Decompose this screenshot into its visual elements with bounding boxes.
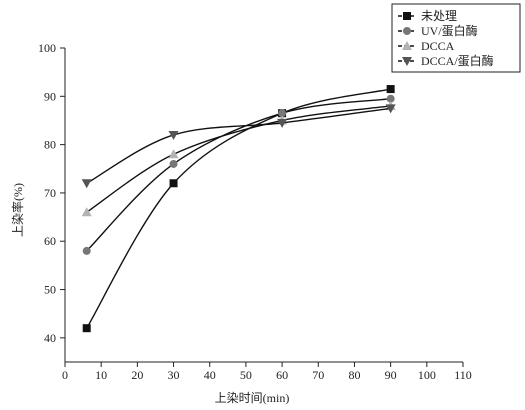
x-tick-label: 60 <box>276 368 288 382</box>
series-layer <box>81 85 396 333</box>
x-tick-label: 90 <box>385 368 397 382</box>
data-point <box>386 85 395 94</box>
x-axis-label: 上染时间(min) <box>215 390 290 405</box>
x-tick-label: 50 <box>240 368 252 382</box>
x-tick-label: 80 <box>348 368 360 382</box>
data-point <box>169 179 178 188</box>
y-tick-label: 60 <box>44 234 56 248</box>
y-tick-label: 90 <box>44 89 56 103</box>
legend-marker <box>403 27 411 35</box>
data-point <box>82 324 91 333</box>
legend-label: UV/蛋白酶 <box>421 23 478 38</box>
series-line <box>86 98 391 252</box>
y-tick-label: 50 <box>44 283 56 297</box>
legend-marker <box>403 12 411 20</box>
x-tick-label: 10 <box>95 368 107 382</box>
x-tick-label: 70 <box>312 368 324 382</box>
legend-item: 未处理 <box>398 9 457 23</box>
legend-item: DCCA/蛋白酶 <box>398 53 494 68</box>
series-3 <box>81 100 396 217</box>
legend-marker <box>402 57 412 66</box>
y-tick-label: 100 <box>38 41 56 55</box>
legend-label: DCCA <box>421 39 455 53</box>
x-tick-label: 30 <box>168 368 180 382</box>
data-point <box>82 246 91 255</box>
x-tick-label: 110 <box>454 368 472 382</box>
data-point <box>168 130 179 140</box>
series-line <box>86 88 391 329</box>
series-2 <box>82 94 395 255</box>
data-point <box>386 94 395 103</box>
series-4 <box>81 104 396 189</box>
data-point <box>168 149 179 159</box>
legend-item: DCCA <box>398 39 455 53</box>
y-tick-label: 40 <box>44 331 56 345</box>
series-line <box>86 107 391 184</box>
legend-item: UV/蛋白酶 <box>398 23 478 38</box>
y-tick-label: 70 <box>44 186 56 200</box>
y-axis-label: 上染率(%) <box>10 183 25 237</box>
data-point <box>385 104 396 114</box>
x-tick-label: 0 <box>62 368 68 382</box>
data-point <box>81 207 92 217</box>
y-tick-label: 80 <box>44 138 56 152</box>
legend-label: 未处理 <box>421 9 457 23</box>
data-point <box>169 159 178 168</box>
series-1 <box>82 85 395 333</box>
x-tick-label: 40 <box>204 368 216 382</box>
series-line <box>86 105 391 213</box>
data-point <box>278 109 287 118</box>
legend-label: DCCA/蛋白酶 <box>421 53 494 68</box>
legend-marker <box>402 41 412 50</box>
axes: 40 50 60 70 80 90 100 0 10 20 30 40 50 60 70 80 90 100 110 <box>38 41 472 382</box>
data-point <box>277 118 288 128</box>
x-tick-label: 20 <box>131 368 143 382</box>
data-point <box>81 179 92 189</box>
x-tick-label: 100 <box>418 368 436 382</box>
